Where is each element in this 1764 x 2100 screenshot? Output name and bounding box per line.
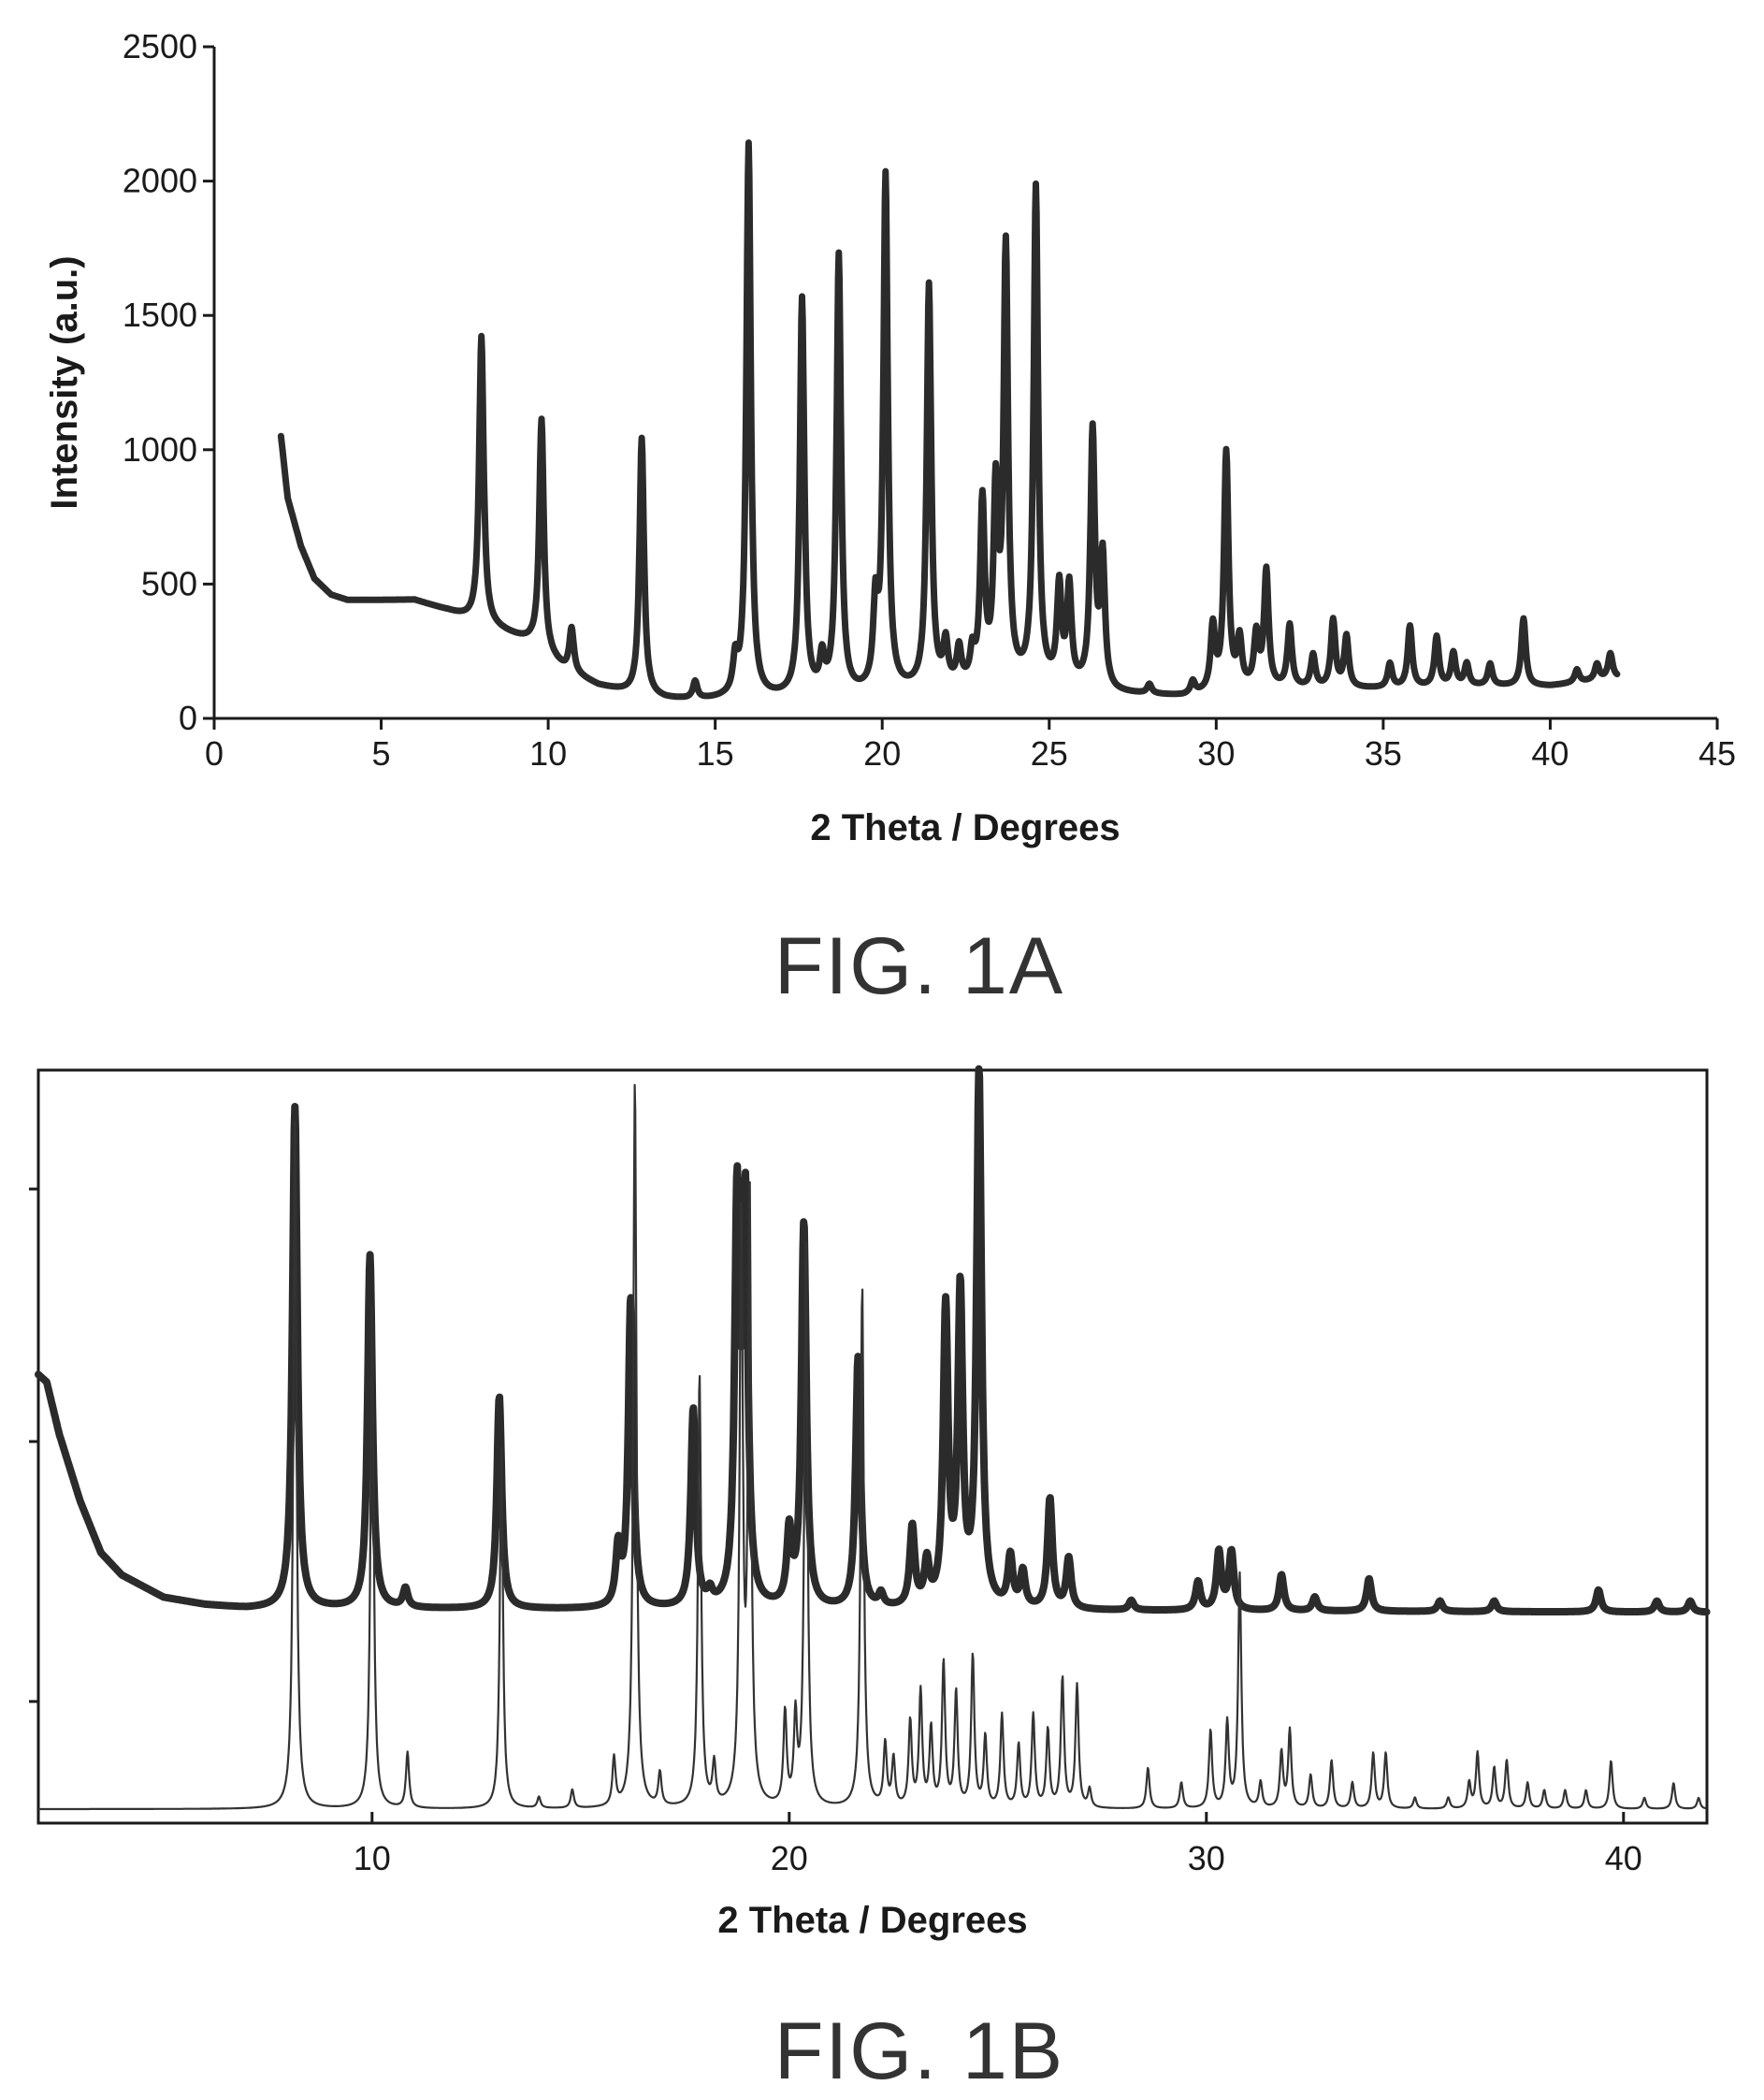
xrd-pattern-line: [277, 139, 1621, 701]
x-tick-label: 20: [771, 1839, 808, 1877]
x-tick-label: 30: [1188, 1839, 1225, 1877]
x-tick-label: 15: [697, 734, 734, 773]
y-tick-label: 1500: [123, 296, 197, 334]
xrd-pattern-calculated-line: [37, 1083, 1707, 1811]
x-tick-label: 35: [1365, 734, 1402, 773]
x-tick-label: 30: [1197, 734, 1235, 773]
x-axis-title: 2 Theta / Degrees: [810, 807, 1120, 848]
y-tick-label: 2500: [123, 27, 197, 65]
x-tick-label: 5: [372, 734, 391, 773]
y-tick-label: 1000: [123, 430, 197, 469]
plot-frame: [36, 1068, 1709, 1825]
x-tick-label: 40: [1605, 1839, 1642, 1877]
x-tick-label: 10: [354, 1839, 391, 1877]
x-axis-title: 2 Theta / Degrees: [717, 1900, 1027, 1941]
figure-label-1a: FIG. 1A: [774, 921, 1064, 1011]
x-tick-label: 0: [205, 734, 224, 773]
y-tick-label: 2000: [123, 162, 197, 200]
y-tick-label: 0: [179, 699, 197, 737]
y-tick-label: 500: [141, 564, 197, 602]
figure-label-1b: FIG. 1B: [774, 2006, 1064, 2096]
chart-1b: 10 20 30 40 2 Theta / Degrees FIG. 1B: [29, 1064, 1711, 2096]
x-tick-label: 10: [529, 734, 567, 773]
y-axis-title: Intensity (a.u.): [44, 255, 85, 509]
chart-1a: 0 5 10 15 20 25 30 35 40 45 0 500 1000 1500 2000 2500 2…: [44, 27, 1736, 1011]
x-tick-label: 45: [1699, 734, 1736, 773]
xrd-pattern-experimental-line: [35, 1064, 1711, 1616]
x-tick-label: 40: [1531, 734, 1569, 773]
x-tick-label: 20: [863, 734, 901, 773]
x-tick-label: 25: [1031, 734, 1068, 773]
